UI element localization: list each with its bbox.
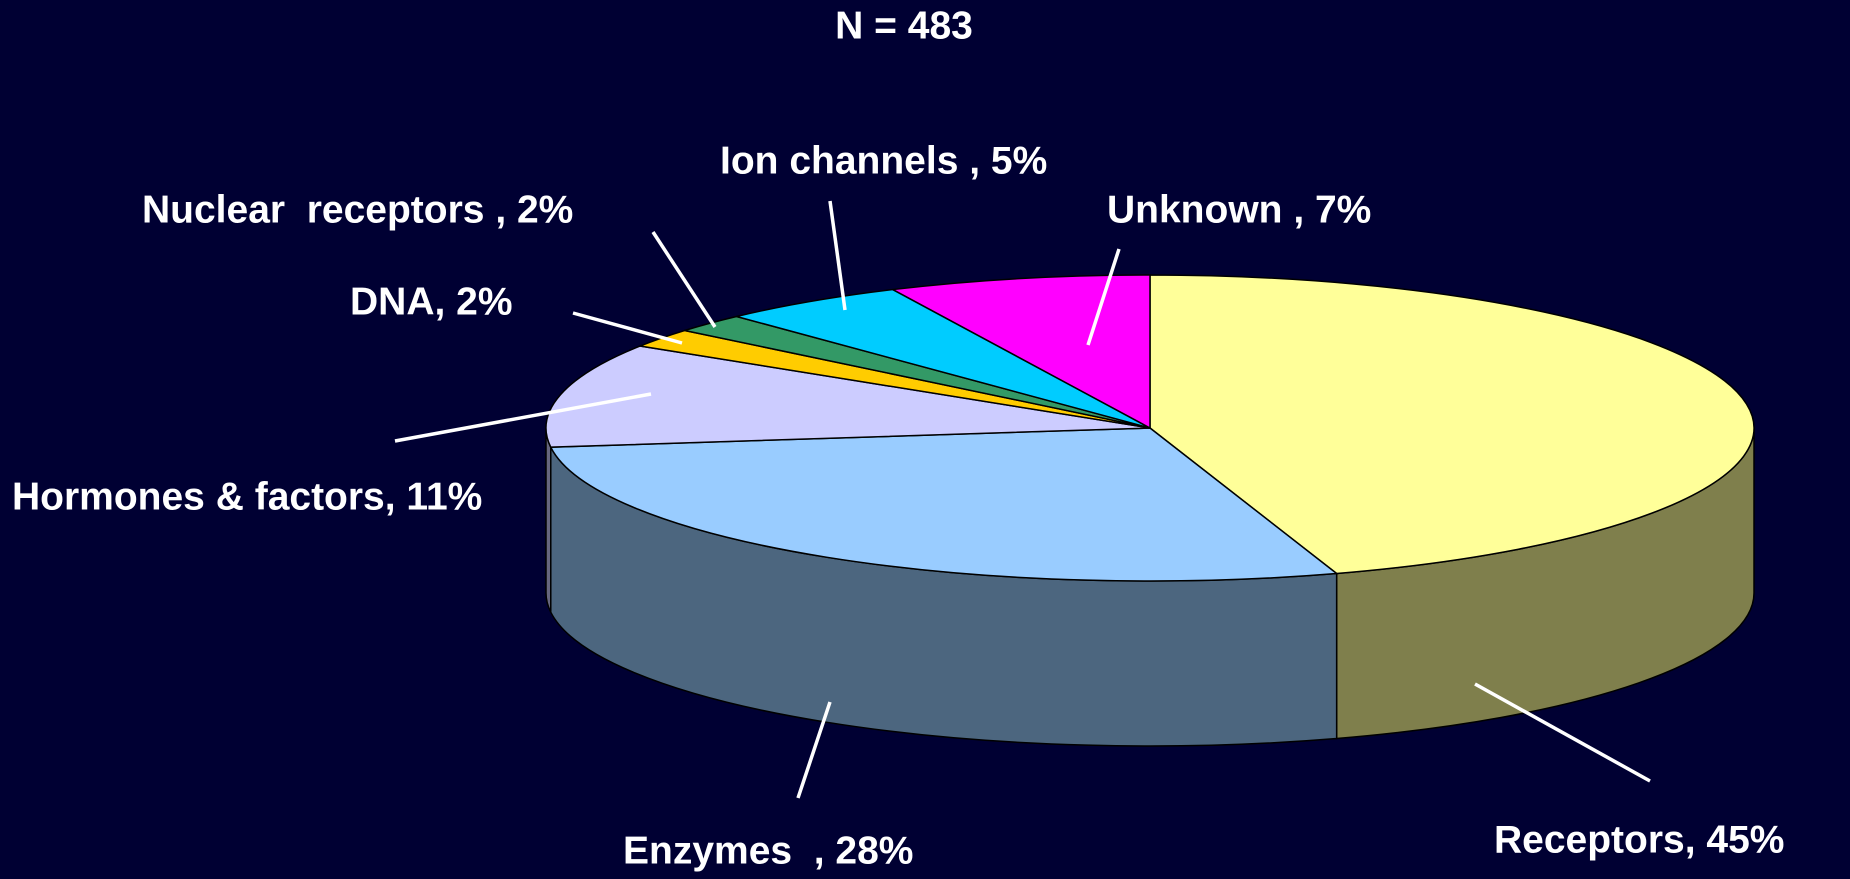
pie [545, 274, 1755, 747]
leader-line [828, 200, 847, 311]
data-label: Enzymes , 28% [623, 829, 913, 872]
slice-side [545, 427, 552, 613]
leader-line [394, 392, 652, 443]
data-label: Hormones & factors, 11% [12, 475, 482, 518]
slice [890, 274, 1151, 430]
leader-line [796, 701, 832, 799]
data-label: Receptors, 45% [1494, 818, 1784, 861]
data-label: DNA, 2% [350, 280, 513, 323]
leader-line [1474, 682, 1651, 783]
slice [1149, 274, 1755, 575]
slice [549, 427, 1339, 582]
data-labels: Receptors, 45% Enzymes , 28% Hormones & fa… [12, 139, 1784, 872]
chart-title: N = 483 [835, 4, 973, 47]
leader-line [1086, 248, 1121, 346]
data-label: Nuclear receptors , 2% [142, 188, 573, 231]
leader-line [651, 231, 717, 328]
data-label: Unknown , 7% [1107, 188, 1371, 231]
slice [736, 288, 1151, 429]
leader-line [572, 311, 683, 345]
data-label: Ion channels , 5% [720, 139, 1047, 182]
slice [545, 345, 1151, 448]
